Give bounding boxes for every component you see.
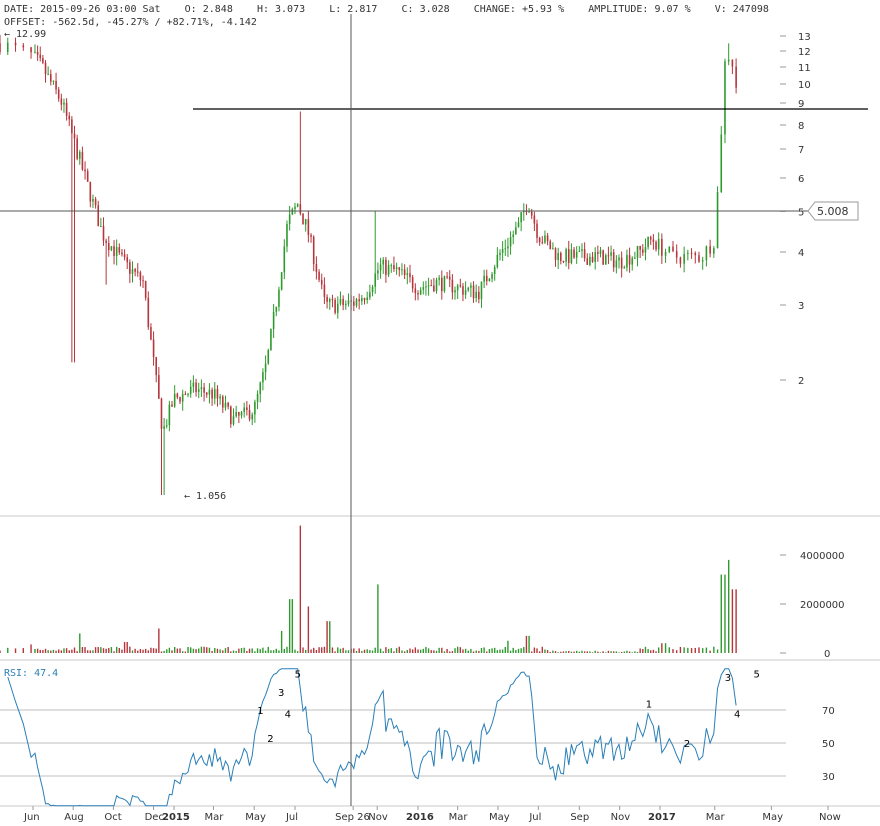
time-axis-label: Nov (611, 812, 631, 823)
time-axis-label: Jul (528, 812, 541, 823)
price-axis-label: 13 (798, 32, 811, 43)
volume-label: V: (714, 4, 727, 15)
time-axis-label: Aug (64, 812, 84, 823)
price-axis-label: 12 (798, 47, 811, 58)
time-axis-label: May (245, 812, 266, 823)
candlestick-series (0, 34, 737, 495)
time-axis-label: May (489, 812, 510, 823)
amplitude-label: AMPLITUDE: (588, 4, 649, 15)
time-axis-label: Jul (285, 812, 298, 823)
rsi-wave-label: 4 (285, 709, 291, 720)
time-axis-label: Dec (145, 812, 164, 823)
rsi-wave-label: 3 (278, 688, 284, 699)
open-value: 2.848 (202, 4, 233, 15)
price-axis-label: 3 (798, 301, 804, 312)
rsi-axis-label: 30 (822, 772, 835, 783)
rsi-wave-label: 1 (646, 699, 652, 710)
rsi-wave-label: 5 (295, 670, 301, 681)
close-label: C: (401, 4, 414, 15)
change-label: CHANGE: (473, 4, 516, 15)
rsi-axis-label: 70 (822, 706, 835, 717)
change-value: +5.93 % (521, 4, 565, 15)
high-value: 3.073 (275, 4, 306, 15)
volume-axis-label: 2000000 (800, 600, 845, 611)
time-axis-label: Mar (449, 812, 469, 823)
time-axis-label: Sep 26 (335, 812, 370, 823)
time-axis-label: May (762, 812, 783, 823)
low-price-marker: ← 1.056 (184, 491, 226, 502)
date-label: DATE: (4, 4, 35, 15)
low-label: L: (329, 4, 342, 15)
high-price-marker: ← 12.99 (4, 29, 47, 40)
rsi-wave-label: 4 (734, 709, 740, 720)
date-value: 2015-09-26 03:00 Sat (40, 4, 161, 15)
price-axis-label: 8 (798, 121, 804, 132)
offset-label: OFFSET: (4, 17, 47, 28)
close-value: 3.028 (419, 4, 450, 15)
rsi-wave-label: 1 (257, 706, 263, 717)
time-axis-label: 2017 (648, 812, 676, 823)
high-label: H: (256, 4, 269, 15)
offset-value: -562.5d, -45.27% / +82.71%, -4.142 (52, 17, 257, 28)
price-axis-label: 7 (798, 145, 804, 156)
rsi-label: RSI: 47.4 (4, 668, 58, 679)
price-axis: 2 3 4 5 6 7 8 9 10 11 12 13 (780, 32, 811, 387)
rsi-wave-label: 3 (725, 673, 731, 684)
time-axis-label: Mar (706, 812, 726, 823)
time-axis-label: 2015 (162, 812, 190, 823)
volume-bars (0, 525, 737, 653)
time-axis-label: Now (819, 812, 841, 823)
low-value: 2.817 (347, 4, 378, 15)
price-axis-label: 10 (798, 80, 811, 91)
volume-axis: 0 2000000 4000000 (780, 551, 845, 660)
amplitude-value: 9.07 % (654, 4, 691, 15)
open-label: O: (184, 4, 197, 15)
rsi-axis-label: 50 (822, 739, 835, 750)
ohlc-readout: DATE: 2015-09-26 03:00 Sat O: 2.848 H: 3… (4, 4, 769, 15)
rsi-wave-label: 2 (684, 739, 690, 750)
time-axis-label: Jun (23, 812, 40, 823)
time-axis-label: Mar (204, 812, 224, 823)
price-axis-label: 5 (798, 207, 804, 218)
rsi-wave-label: 2 (267, 734, 273, 745)
price-axis-label: 4 (798, 248, 804, 259)
offset-readout: OFFSET: -562.5d, -45.27% / +82.71%, -4.1… (4, 17, 257, 28)
time-axis-label: Nov (368, 812, 388, 823)
rsi-line (7, 668, 737, 807)
time-axis-label: Oct (104, 812, 121, 823)
price-axis-label: 11 (798, 63, 811, 74)
volume-axis-label: 4000000 (800, 551, 845, 562)
price-axis-label: 2 (798, 376, 804, 387)
volume-value: 247098 (732, 4, 769, 15)
crosshair-price-box (807, 201, 859, 221)
time-axis-label: Sep (570, 812, 589, 823)
price-axis-label: 9 (798, 99, 804, 110)
volume-axis-label: 0 (824, 649, 830, 660)
time-axis-label: 2016 (406, 812, 434, 823)
crosshair-price-label: 5.008 (817, 205, 849, 218)
rsi-axis: 30 50 70 (0, 706, 835, 783)
rsi-wave-label: 5 (754, 670, 760, 681)
price-axis-label: 6 (798, 174, 804, 185)
